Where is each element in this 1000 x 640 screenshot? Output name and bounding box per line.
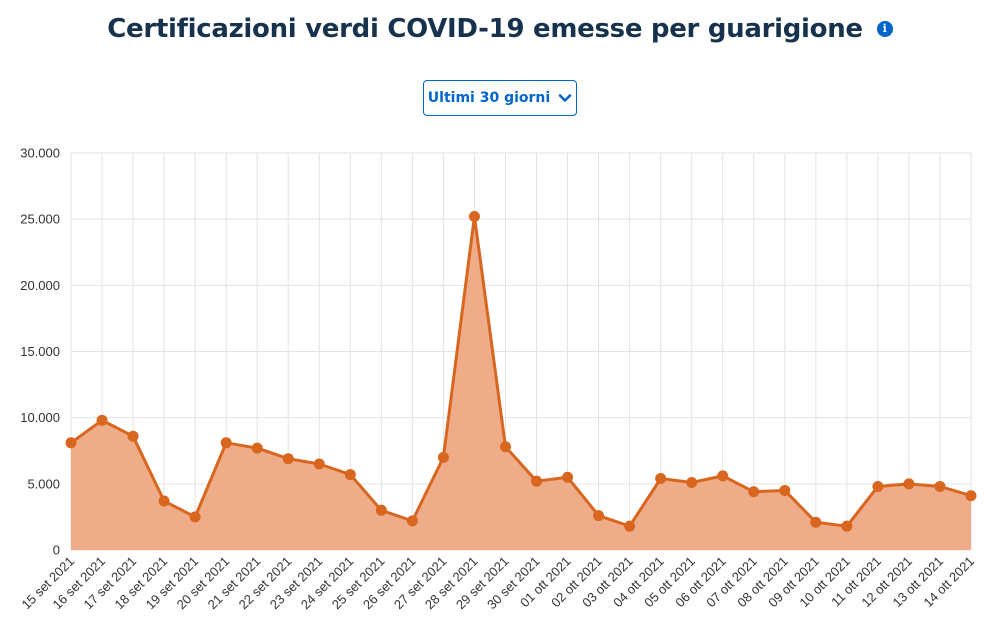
y-tick-label: 15.000 [20, 344, 60, 359]
data-point [313, 458, 325, 470]
data-point [562, 471, 574, 483]
data-point [624, 520, 636, 532]
y-tick-label: 25.000 [20, 212, 60, 227]
area-fill [71, 216, 971, 550]
data-point [437, 451, 449, 463]
data-point [748, 486, 760, 498]
data-point [220, 437, 232, 449]
data-point [282, 453, 294, 465]
data-point [65, 437, 77, 449]
data-point [251, 442, 263, 454]
data-point [189, 511, 201, 523]
chevron-down-icon [558, 94, 572, 102]
data-point [717, 470, 729, 482]
data-point [965, 490, 977, 502]
data-point [127, 430, 139, 442]
data-point [810, 516, 822, 528]
y-tick-label: 10.000 [20, 410, 60, 425]
data-point [934, 480, 946, 492]
data-point [779, 484, 791, 496]
y-tick-label: 30.000 [20, 146, 60, 161]
data-point [531, 475, 543, 487]
data-point [841, 520, 853, 532]
y-tick-label: 0 [53, 543, 60, 558]
title-row: Certificazioni verdi COVID-19 emesse per… [0, 14, 1000, 44]
period-select-label: Ultimi 30 giorni [427, 90, 551, 106]
data-point [96, 414, 108, 426]
data-point [499, 441, 511, 453]
y-tick-label: 20.000 [20, 278, 60, 293]
data-point [344, 469, 356, 481]
data-point [593, 510, 605, 522]
data-point [872, 480, 884, 492]
data-point [406, 515, 418, 527]
page-title: Certificazioni verdi COVID-19 emesse per… [107, 14, 863, 44]
data-point [686, 477, 698, 489]
period-select-button[interactable]: Ultimi 30 giorni [423, 80, 577, 116]
data-point [375, 504, 387, 516]
data-point [468, 211, 480, 223]
y-tick-label: 5.000 [27, 476, 60, 491]
data-point [158, 495, 170, 507]
data-point [903, 478, 915, 490]
info-icon[interactable]: i [876, 21, 893, 37]
data-point [655, 473, 667, 485]
